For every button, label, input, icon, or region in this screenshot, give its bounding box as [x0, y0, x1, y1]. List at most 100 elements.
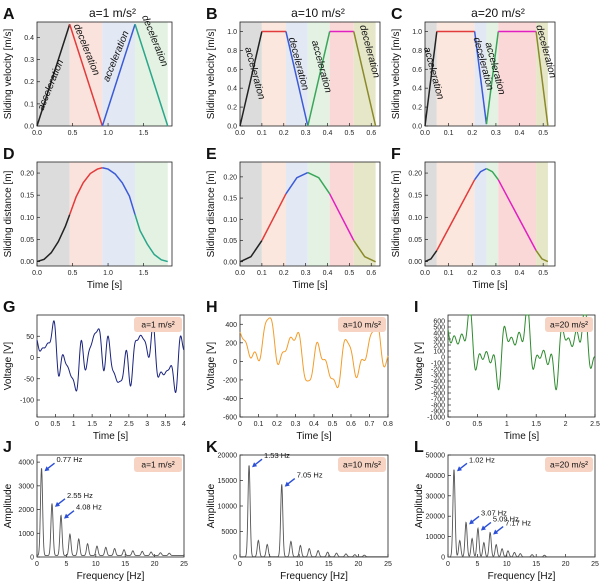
subplot-E: 0.0 0.1 0.2 0.3 0.4 0.5 0.6 0.00 0.05 0.10 0.15 0.2… [206, 146, 381, 291]
y-tick-label: 400 [433, 331, 445, 338]
panel-letter: I [414, 299, 418, 316]
x-tick-label: 1.5 [139, 130, 149, 137]
y-tick-label: 0 [30, 555, 34, 562]
y-tick-label: 0.0 [227, 124, 237, 131]
subplot-D: 0.0 0.5 1.0 1.5 0.00 0.05 0.10 0.15 0.20 D Sliding… [3, 146, 173, 291]
y-tick-label: 40000 [426, 473, 446, 480]
peak-label: 5.09 Hz [493, 514, 519, 523]
phase-band [261, 162, 286, 266]
series-line-4 [134, 23, 169, 127]
phase-band [486, 162, 499, 266]
subplot-I: 0 0.5 1 1.5 2 2.5-1000-900-800-700-600-500-40… [414, 299, 600, 442]
peak-label: 1.02 Hz [469, 455, 495, 464]
phase-band [474, 162, 487, 266]
y-tick-label: 200 [225, 340, 237, 347]
subplot-K: 0 5 10 15 20 25 0 5000 10000 15000 20000 1.53 Hz 7.0… [206, 439, 392, 582]
x-tick-label: 0.5 [51, 421, 61, 428]
peak-label: 7.05 Hz [297, 471, 323, 480]
axes-frame [239, 161, 381, 267]
axes-frame [36, 21, 173, 127]
x-axis-label: Time [s] [472, 280, 507, 291]
spectrum-line [36, 468, 184, 557]
panel-letter: E [206, 146, 217, 163]
series-line-4 [307, 171, 331, 195]
x-tick-label: 0.3 [491, 270, 501, 277]
x-tick-label: 0.8 [383, 421, 393, 428]
x-tick-label: 2.5 [590, 421, 600, 428]
y-tick-label: 10000 [218, 504, 238, 511]
x-tick-label: 0.6 [366, 130, 376, 137]
phase-band [261, 22, 286, 126]
y-tick-label: 1.0 [227, 29, 237, 36]
phase-band [498, 22, 537, 126]
x-tick-label: 0.2 [279, 130, 289, 137]
y-tick-label: 0.0 [24, 124, 34, 131]
x-tick-label: 0 [238, 421, 242, 428]
voltage-signal-line [447, 314, 596, 391]
series-line-4 [485, 31, 500, 125]
x-tick-label: 1 [505, 421, 509, 428]
y-tick-label: -200 [431, 367, 445, 374]
y-tick-label: 0 [233, 555, 237, 562]
y-axis-label: Voltage [V] [206, 342, 217, 391]
y-tick-label: 0.05 [408, 237, 422, 244]
x-tick-label: 0.5 [345, 270, 355, 277]
y-tick-label: -100 [431, 361, 445, 368]
y-tick-label: 600 [433, 319, 445, 326]
y-tick-label: 0.20 [223, 174, 237, 181]
y-tick-label: 0.10 [408, 215, 422, 222]
panel-letter: L [414, 439, 424, 456]
x-tick-label: 0.5 [473, 421, 483, 428]
x-tick-label: 0.4 [323, 270, 333, 277]
peak-arrow-head [44, 466, 50, 472]
series-line-1 [239, 31, 263, 127]
y-tick-label: 0.2 [412, 105, 422, 112]
series-line-4 [486, 167, 499, 181]
panel-letter: J [3, 439, 12, 456]
y-tick-label: 0.0 [412, 124, 422, 131]
x-tick-label: 0.2 [467, 270, 477, 277]
series-line-2 [68, 23, 104, 127]
series-line-5 [329, 193, 355, 241]
x-tick-label: 25 [384, 561, 392, 568]
y-axis-label: Amplitude [3, 483, 14, 528]
x-tick-label: 0.5 [328, 421, 338, 428]
y-tick-label: -300 [431, 373, 445, 380]
series-line-6 [535, 250, 549, 263]
series-line-1 [424, 250, 438, 263]
peak-arrow-head [63, 513, 69, 519]
y-tick-label: 1000 [18, 531, 34, 538]
subplot-L: 0 5 10 15 20 25 0 10000 20000 30000 40000 50000 1.02… [414, 439, 599, 582]
x-tick-label: 2.5 [124, 421, 134, 428]
x-tick-label: 0.4 [515, 130, 525, 137]
phase-band [285, 162, 308, 266]
y-tick-label: 5000 [221, 529, 237, 536]
x-tick-label: 0 [35, 561, 39, 568]
phase-band [536, 162, 548, 266]
phase-band [135, 162, 168, 266]
y-tick-label: -500 [431, 385, 445, 392]
series-line-3 [285, 31, 309, 127]
y-axis-label: Sliding velocity [m/s] [206, 28, 217, 119]
accel-badge-label: a=1 m/s² [141, 460, 174, 470]
x-tick-label: 0.5 [68, 130, 78, 137]
subplot-C: 0.0 0.1 0.2 0.3 0.4 0.50.00.20.40.60.81.0acce… [391, 6, 558, 137]
x-tick-label: 0.1 [257, 270, 267, 277]
phase-band [329, 162, 354, 266]
y-tick-label: -200 [223, 377, 237, 384]
x-tick-label: 15 [325, 561, 333, 568]
x-tick-label: 0.4 [515, 270, 525, 277]
y-tick-label: -700 [431, 397, 445, 404]
peak-arrow-head [54, 501, 60, 507]
peak-label: 3.07 Hz [481, 508, 507, 517]
x-tick-label: 0.2 [279, 270, 289, 277]
x-tick-label: 2 [564, 421, 568, 428]
x-tick-label: 5 [64, 561, 68, 568]
peak-label: 2.55 Hz [67, 491, 93, 500]
y-tick-label: -900 [431, 409, 445, 416]
series-line-1 [36, 214, 71, 263]
x-tick-label: 0.5 [538, 130, 548, 137]
x-tick-label: 15 [532, 561, 540, 568]
y-tick-label: 15000 [218, 478, 238, 485]
